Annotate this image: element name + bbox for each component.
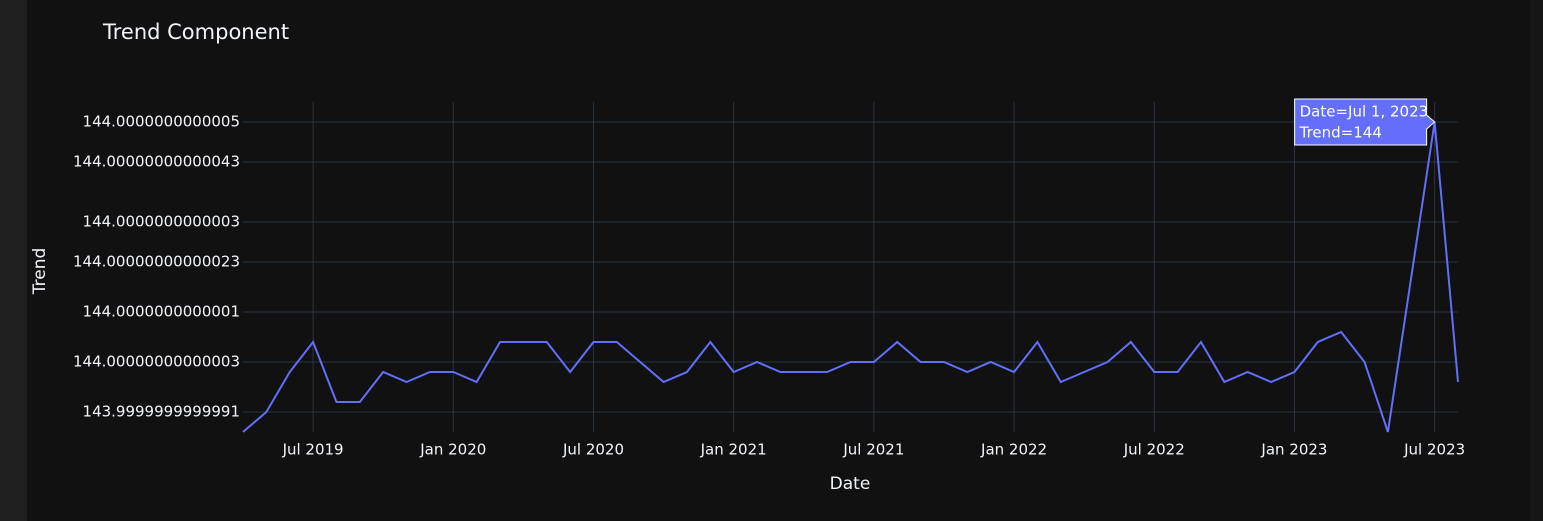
x-tick-label: Jul 2020 xyxy=(562,441,624,459)
x-axis-title: Date xyxy=(830,474,871,494)
hover-text: Date=Jul 1, 2023 xyxy=(1300,103,1429,121)
y-axis-title: Trend xyxy=(30,248,50,296)
hover-box xyxy=(1294,98,1436,146)
x-tick-label: Jan 2020 xyxy=(419,441,486,459)
chart-title: Trend Component xyxy=(102,20,289,44)
y-tick-label: 144.0000000000005 xyxy=(83,113,240,131)
hover-label: Date=Jul 1, 2023 Trend=144 xyxy=(1294,98,1436,146)
hover-text: Trend=144 xyxy=(1299,124,1382,142)
side-strip xyxy=(1530,0,1543,521)
x-tick-label: Jul 2022 xyxy=(1123,441,1185,459)
marks xyxy=(242,121,1459,433)
y-tick-label: 144.0000000000003 xyxy=(83,213,240,231)
grid: 143.9999999999991 144.00000000000003 144.0… xyxy=(73,102,1465,459)
y-tick-label: 144.00000000000043 xyxy=(73,153,240,171)
x-tick-label: Jan 2021 xyxy=(700,441,767,459)
x-tick-label: Jul 2021 xyxy=(842,441,904,459)
side-strip xyxy=(0,0,27,521)
x-tick-label: Jul 2023 xyxy=(1403,441,1465,459)
trend-line xyxy=(242,121,1459,433)
x-tick-label: Jan 2022 xyxy=(980,441,1047,459)
x-tick-label: Jan 2023 xyxy=(1260,441,1327,459)
y-tick-label: 144.00000000000003 xyxy=(73,353,240,371)
y-tick-label: 143.9999999999991 xyxy=(83,403,240,421)
y-tick-label: 144.00000000000023 xyxy=(73,253,240,271)
y-tick-label: 144.0000000000001 xyxy=(83,303,240,321)
x-tick-label: Jul 2019 xyxy=(282,441,344,459)
